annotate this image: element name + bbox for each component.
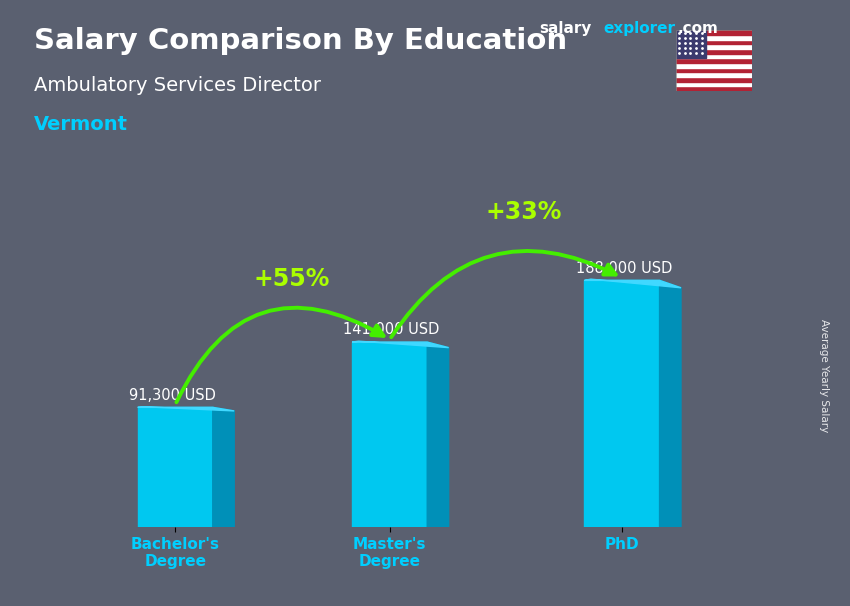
Polygon shape xyxy=(212,407,235,527)
Bar xyxy=(676,63,752,68)
Polygon shape xyxy=(352,341,449,348)
Bar xyxy=(676,30,706,58)
Text: Vermont: Vermont xyxy=(34,115,128,134)
Bar xyxy=(352,342,428,527)
Bar xyxy=(585,281,660,527)
Text: salary: salary xyxy=(540,21,592,36)
Bar xyxy=(676,35,752,39)
Polygon shape xyxy=(660,281,681,527)
Text: 141,000 USD: 141,000 USD xyxy=(343,322,439,338)
Bar xyxy=(676,53,752,58)
Bar xyxy=(676,86,752,91)
Bar xyxy=(138,407,212,527)
Bar xyxy=(676,77,752,82)
Text: Ambulatory Services Director: Ambulatory Services Director xyxy=(34,76,321,95)
Text: .com: .com xyxy=(677,21,718,36)
Bar xyxy=(676,58,752,63)
Text: +55%: +55% xyxy=(253,267,330,291)
Bar xyxy=(676,82,752,86)
Polygon shape xyxy=(138,407,235,411)
Polygon shape xyxy=(428,342,449,527)
Text: 188,000 USD: 188,000 USD xyxy=(575,261,672,276)
Text: Salary Comparison By Education: Salary Comparison By Education xyxy=(34,27,567,55)
Polygon shape xyxy=(585,279,681,288)
Text: explorer: explorer xyxy=(604,21,676,36)
Text: Average Yearly Salary: Average Yearly Salary xyxy=(819,319,829,432)
Text: 91,300 USD: 91,300 USD xyxy=(128,388,216,403)
Bar xyxy=(676,39,752,44)
Bar xyxy=(676,72,752,77)
Bar xyxy=(676,30,752,35)
Bar xyxy=(676,49,752,53)
Bar xyxy=(676,44,752,49)
Bar xyxy=(676,68,752,72)
Text: +33%: +33% xyxy=(485,200,562,224)
